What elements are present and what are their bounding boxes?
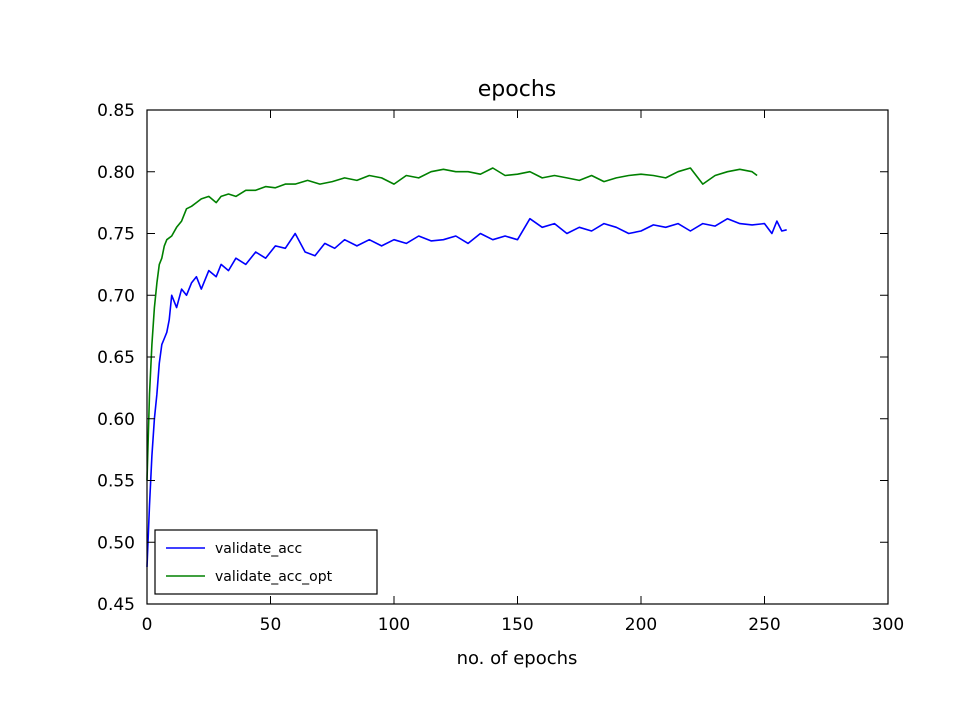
y-tick-label: 0.70 xyxy=(97,286,135,306)
legend-label-validate-acc: validate_acc xyxy=(215,541,302,557)
y-tick-label: 0.45 xyxy=(97,595,135,615)
y-tick-label: 0.55 xyxy=(97,472,135,492)
legend-label-validate-acc-opt: validate_acc_opt xyxy=(215,569,333,585)
x-tick-label: 150 xyxy=(501,615,533,635)
y-tick-label: 0.50 xyxy=(97,533,135,553)
y-tick-label: 0.80 xyxy=(97,163,135,183)
y-tick-label: 0.75 xyxy=(97,225,135,245)
x-tick-label: 100 xyxy=(378,615,410,635)
legend-box xyxy=(154,529,378,595)
legend: validate_acc validate_acc_opt xyxy=(154,529,378,595)
x-tick-label: 50 xyxy=(260,615,282,635)
x-tick-label: 300 xyxy=(872,615,904,635)
y-tick-label: 0.85 xyxy=(97,101,135,121)
x-tick-label: 200 xyxy=(625,615,657,635)
ticks-layer: 0 50 100 150 200 250 300 0.45 0.50 0.55 0.60 0.65 0.… xyxy=(97,101,904,635)
chart-title: epochs xyxy=(478,77,556,102)
y-tick-label: 0.65 xyxy=(97,348,135,368)
series-layer xyxy=(146,167,787,568)
x-tick-label: 0 xyxy=(142,615,153,635)
series-line-validate-acc-opt xyxy=(146,167,758,481)
x-axis-label: no. of epochs xyxy=(457,648,578,669)
series-line-validate-acc xyxy=(146,217,787,568)
x-tick-label: 250 xyxy=(748,615,780,635)
y-tick-label: 0.60 xyxy=(97,410,135,430)
